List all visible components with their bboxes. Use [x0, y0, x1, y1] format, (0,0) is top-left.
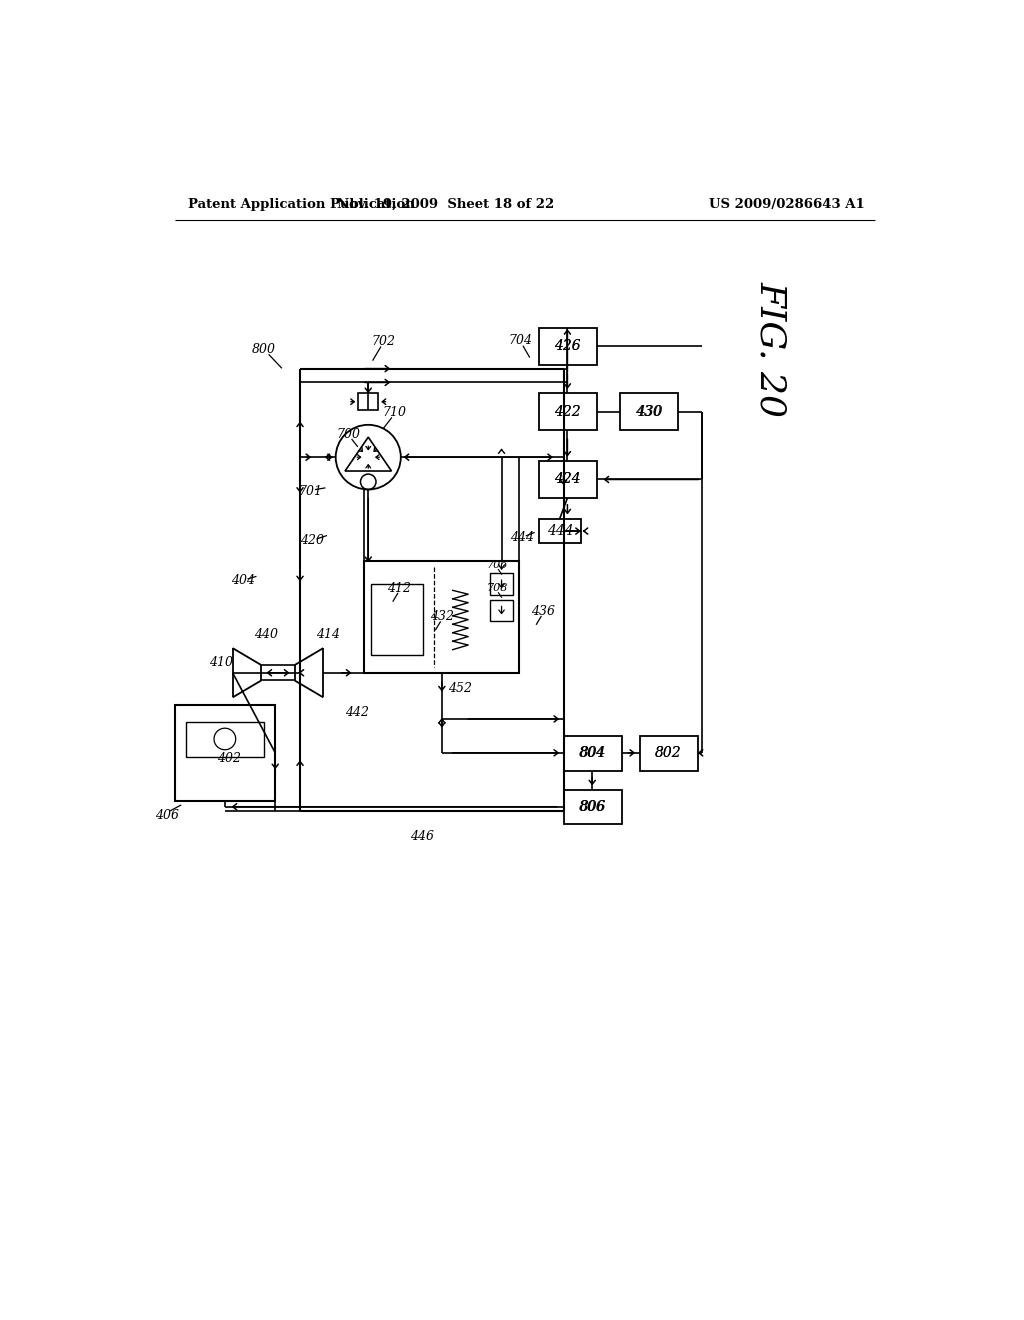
Text: 404: 404 [230, 574, 255, 587]
Text: FIG. 20: FIG. 20 [755, 281, 788, 417]
Bar [539, 461, 597, 498]
Text: Patent Application Publication: Patent Application Publication [188, 198, 415, 211]
Bar [539, 519, 582, 544]
Text: 700: 700 [337, 428, 360, 441]
Text: 444: 444 [547, 524, 573, 539]
Text: 708: 708 [486, 583, 508, 593]
Bar [371, 585, 423, 655]
Text: 436: 436 [530, 605, 555, 618]
Text: 701: 701 [298, 484, 323, 498]
Text: 430: 430 [636, 405, 663, 418]
Bar [621, 393, 678, 430]
Text: 804: 804 [579, 746, 605, 760]
Bar [174, 705, 275, 801]
Text: 426: 426 [555, 339, 582, 354]
Text: US 2009/0286643 A1: US 2009/0286643 A1 [710, 198, 865, 211]
Bar [365, 561, 519, 673]
Bar [563, 737, 622, 771]
Text: 440: 440 [254, 628, 278, 640]
Text: 432: 432 [430, 610, 454, 623]
Text: 402: 402 [217, 752, 241, 766]
Text: 430: 430 [636, 405, 663, 418]
Bar [539, 327, 597, 364]
Text: 452: 452 [447, 681, 472, 694]
Text: 802: 802 [655, 746, 682, 760]
Text: 802: 802 [655, 746, 682, 760]
Bar [539, 393, 597, 430]
Bar [563, 789, 622, 825]
Text: 800: 800 [252, 343, 275, 356]
Text: Nov. 19, 2009  Sheet 18 of 22: Nov. 19, 2009 Sheet 18 of 22 [337, 198, 554, 211]
Bar [186, 722, 263, 756]
Text: 422: 422 [555, 405, 582, 418]
Text: 710: 710 [383, 407, 407, 418]
Bar [358, 393, 378, 411]
Text: 410: 410 [209, 656, 233, 669]
Bar [489, 573, 513, 595]
Text: 706: 706 [486, 560, 508, 570]
Bar [640, 737, 697, 771]
Text: 442: 442 [345, 706, 369, 719]
Text: 702: 702 [372, 335, 395, 348]
Text: 804: 804 [580, 746, 606, 760]
Bar [489, 599, 513, 622]
Text: 420: 420 [300, 533, 325, 546]
Text: 412: 412 [387, 582, 412, 594]
Text: 424: 424 [554, 473, 581, 487]
Text: 446: 446 [411, 829, 434, 842]
Text: 426: 426 [554, 339, 581, 354]
Text: 704: 704 [508, 334, 532, 347]
Text: 424: 424 [555, 473, 582, 487]
Text: 806: 806 [579, 800, 605, 813]
Text: 444: 444 [510, 531, 534, 544]
Text: 414: 414 [316, 628, 340, 640]
Text: 806: 806 [580, 800, 606, 814]
Text: 406: 406 [155, 809, 179, 822]
Text: 422: 422 [554, 405, 581, 418]
